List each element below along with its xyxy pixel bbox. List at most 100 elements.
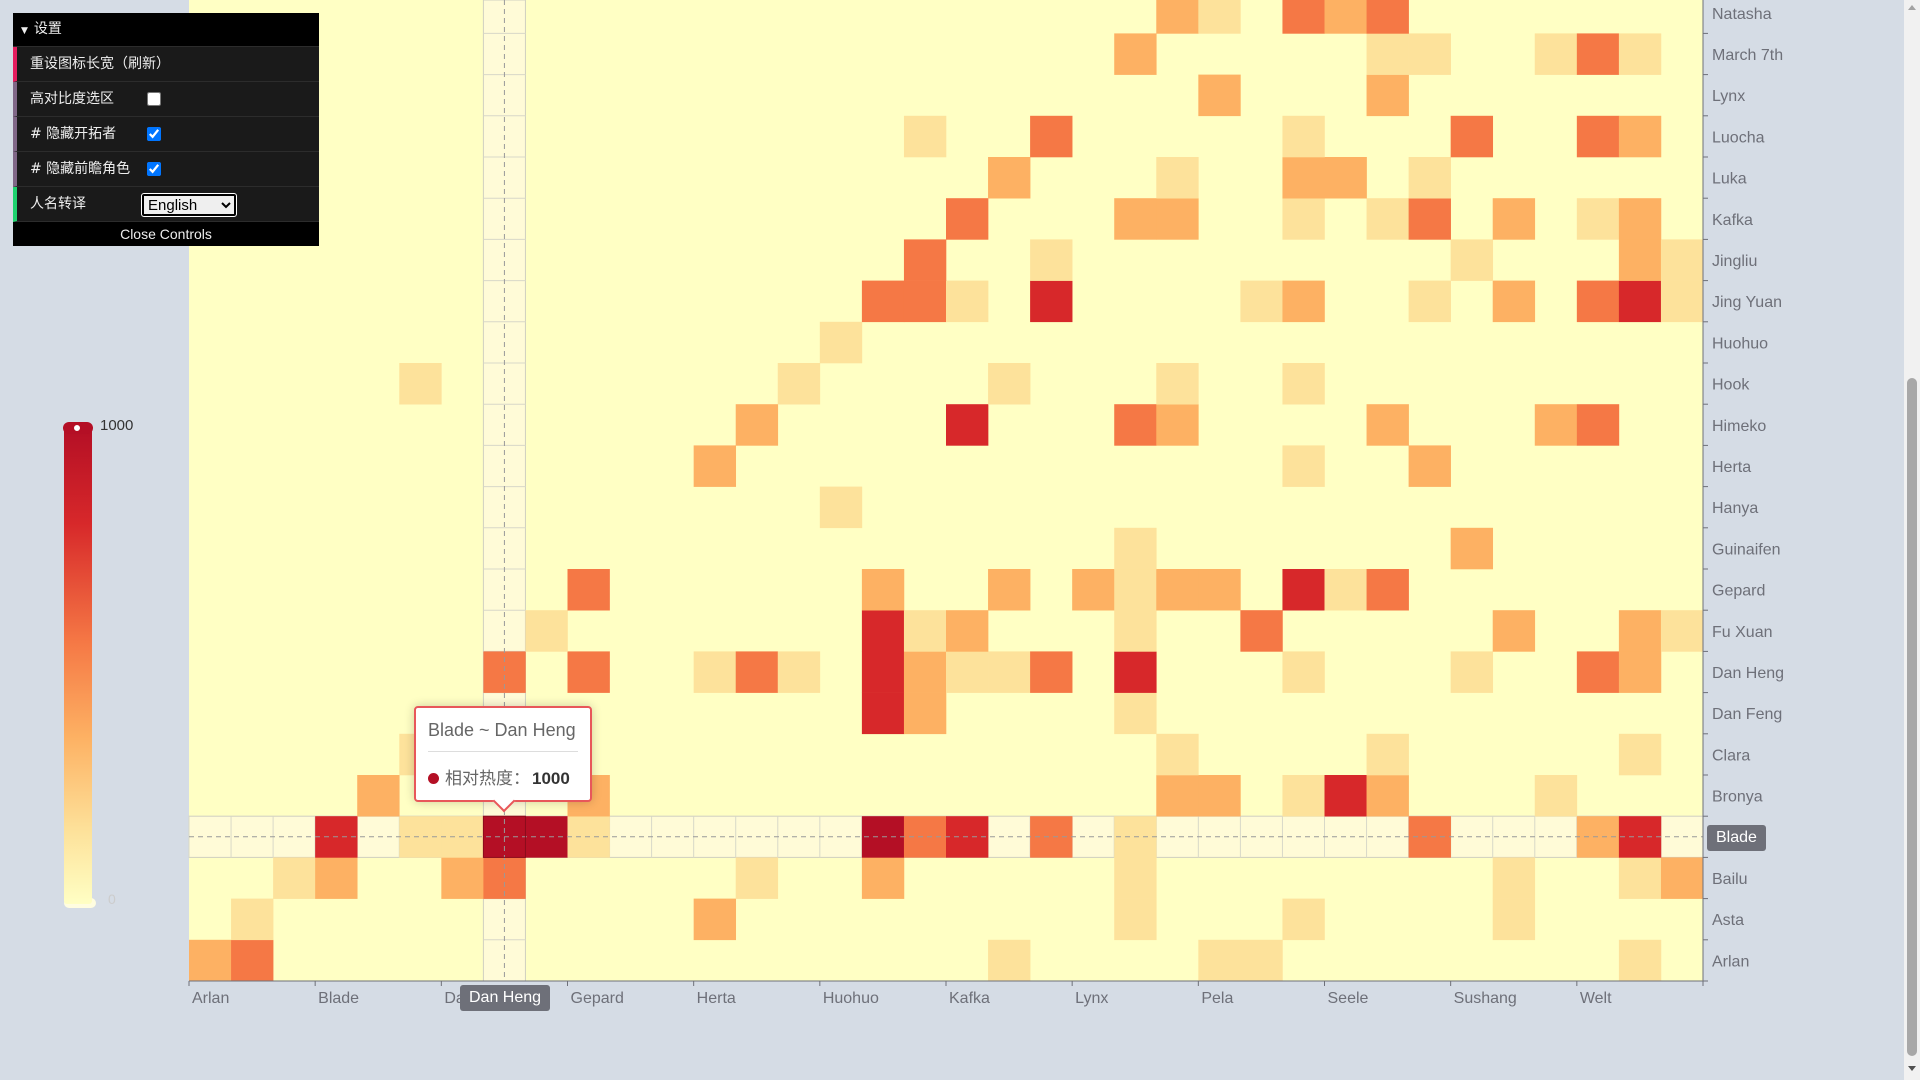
heatmap-cell[interactable]: [1492, 610, 1536, 652]
heatmap-cell[interactable]: [693, 898, 737, 941]
heatmap-cell[interactable]: [441, 857, 484, 899]
heatmap-cell[interactable]: [1198, 569, 1241, 611]
heatmap-cell[interactable]: [1198, 939, 1241, 982]
heatmap-cell[interactable]: [861, 569, 905, 611]
heatmap-cell[interactable]: [1156, 569, 1199, 611]
heatmap-cell[interactable]: [1576, 404, 1620, 446]
heatmap-cell[interactable]: [1618, 239, 1662, 281]
heatmap-cell[interactable]: [357, 775, 400, 817]
visual-map-gradient-bar[interactable]: [64, 428, 92, 904]
heatmap-cell[interactable]: [1660, 610, 1704, 652]
heatmap-cell[interactable]: [903, 280, 947, 323]
heatmap-cell[interactable]: [1114, 610, 1157, 652]
heatmap-cell[interactable]: [1114, 527, 1157, 570]
heatmap-cell[interactable]: [1198, 74, 1241, 117]
scroll-thumb[interactable]: [1907, 378, 1917, 1056]
heatmap-cell[interactable]: [1240, 610, 1283, 652]
scroll-up-arrow-icon[interactable]: [1908, 5, 1916, 10]
heatmap-cell[interactable]: [1408, 33, 1451, 75]
heatmap-cell[interactable]: [1660, 857, 1704, 899]
heatmap-cell[interactable]: [861, 651, 905, 693]
heatmap-cell[interactable]: [1324, 775, 1367, 817]
heatmap-cell[interactable]: [1156, 198, 1199, 240]
heatmap-cell[interactable]: [1030, 115, 1073, 158]
heatmap-cell[interactable]: [1450, 239, 1494, 281]
heatmap-cell[interactable]: [1114, 857, 1157, 899]
visual-map[interactable]: 1000 0: [63, 417, 144, 908]
heatmap-cell[interactable]: [1618, 939, 1662, 982]
heatmap-cell[interactable]: [1450, 115, 1494, 158]
heatmap-cell[interactable]: [693, 445, 737, 487]
heatmap-cell[interactable]: [1492, 898, 1536, 941]
heatmap-cell[interactable]: [231, 898, 274, 941]
heatmap-cell[interactable]: [1282, 363, 1325, 405]
heatmap-cell[interactable]: [1324, 569, 1367, 611]
heatmap-cell[interactable]: [903, 115, 947, 158]
heatmap-cell[interactable]: [735, 404, 779, 446]
heatmap-cell[interactable]: [1618, 280, 1662, 323]
heatmap-cell[interactable]: [1618, 651, 1662, 693]
heatmap-cell[interactable]: [1408, 157, 1451, 199]
heatmap-cell[interactable]: [1366, 198, 1409, 240]
heatmap-cell[interactable]: [1282, 445, 1325, 487]
heatmap-cell[interactable]: [1366, 569, 1409, 611]
heatmap-cell[interactable]: [1576, 33, 1620, 75]
heatmap-cell[interactable]: [903, 239, 947, 281]
heatmap-cell[interactable]: [1618, 198, 1662, 240]
heatmap-cell[interactable]: [777, 651, 821, 693]
heatmap-cell[interactable]: [1072, 569, 1115, 611]
heatmap-cell[interactable]: [1450, 651, 1494, 693]
heatmap-cell[interactable]: [1408, 445, 1451, 487]
heatmap-cell[interactable]: [1618, 733, 1662, 776]
heatmap-cell[interactable]: [1366, 74, 1409, 117]
heatmap-cell[interactable]: [903, 692, 947, 735]
scroll-down-arrow-icon[interactable]: [1908, 1066, 1916, 1071]
heatmap-cell[interactable]: [399, 363, 442, 405]
heatmap-cell[interactable]: [988, 651, 1031, 693]
heatmap-cell[interactable]: [1156, 0, 1199, 34]
heatmap-cell[interactable]: [1240, 939, 1283, 982]
heatmap-cell[interactable]: [861, 280, 905, 323]
heatmap-cell[interactable]: [1492, 857, 1536, 899]
heatmap-cell[interactable]: [1366, 775, 1409, 817]
heatmap-cell[interactable]: [1282, 115, 1325, 158]
heatmap-cell[interactable]: [1156, 404, 1199, 446]
heatmap-cell[interactable]: [1618, 33, 1662, 75]
heatmap-cell[interactable]: [819, 486, 863, 529]
page-scrollbar[interactable]: [1904, 0, 1920, 1080]
heatmap-cell[interactable]: [1408, 198, 1451, 240]
heatmap-cell[interactable]: [735, 651, 779, 693]
heatmap-cell[interactable]: [1366, 733, 1409, 776]
heatmap-cell[interactable]: [1282, 280, 1325, 323]
heatmap-cell[interactable]: [946, 198, 989, 240]
heatmap-cell[interactable]: [1030, 651, 1073, 693]
heatmap-cell[interactable]: [1156, 775, 1199, 817]
heatmap-cell[interactable]: [1492, 280, 1536, 323]
heatmap-cell[interactable]: [1324, 0, 1367, 34]
heatmap-cell[interactable]: [861, 857, 905, 899]
heatmap-cell[interactable]: [1534, 33, 1578, 75]
heatmap-cell[interactable]: [1282, 898, 1325, 941]
heatmap-cell[interactable]: [1156, 363, 1199, 405]
heatmap-cell[interactable]: [1240, 280, 1283, 323]
heatmap-cell[interactable]: [1114, 898, 1157, 941]
heatmap-cell[interactable]: [1618, 115, 1662, 158]
visual-map-top-handle[interactable]: [63, 422, 93, 434]
heatmap-cell[interactable]: [1282, 651, 1325, 693]
heatmap-cell[interactable]: [1660, 280, 1704, 323]
hide-upcoming-checkbox[interactable]: [147, 162, 161, 176]
heatmap-cell[interactable]: [1576, 280, 1620, 323]
heatmap-cell[interactable]: [1156, 157, 1199, 199]
heatmap-cell[interactable]: [903, 610, 947, 652]
heatmap-cell[interactable]: [231, 939, 274, 982]
heatmap-cell[interactable]: [1534, 775, 1578, 817]
heatmap-cell[interactable]: [1408, 280, 1451, 323]
heatmap-cell[interactable]: [1492, 198, 1536, 240]
heatmap-cell[interactable]: [946, 280, 989, 323]
heatmap-cell[interactable]: [735, 857, 779, 899]
heatmap-cell[interactable]: [988, 157, 1031, 199]
heatmap-cell[interactable]: [1114, 692, 1157, 735]
heatmap-cell[interactable]: [1198, 775, 1241, 817]
heatmap-cell[interactable]: [1366, 404, 1409, 446]
heatmap-cell[interactable]: [1576, 115, 1620, 158]
